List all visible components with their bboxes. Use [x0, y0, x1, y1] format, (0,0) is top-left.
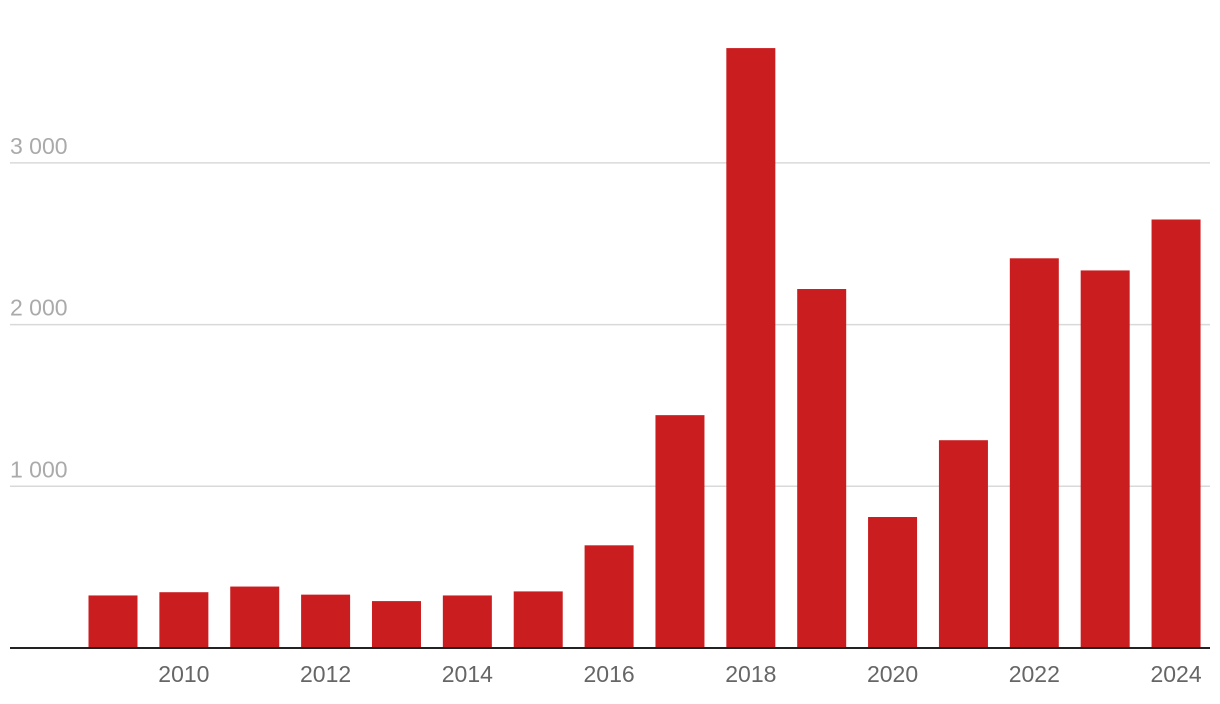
bar-2017 [655, 415, 705, 648]
bar-2020 [868, 517, 918, 648]
x-tick-label: 2022 [1009, 661, 1060, 687]
y-axis-ticks: 1 000 2 000 3 000 [10, 133, 68, 482]
x-tick-label: 2012 [300, 661, 351, 687]
bar-2015 [513, 591, 563, 648]
bar-2010 [159, 592, 209, 648]
bars [88, 48, 1201, 648]
x-axis-ticks: 2010 2012 2014 2016 2018 2020 2022 2024 [158, 661, 1202, 687]
x-tick-label: 2024 [1150, 661, 1201, 687]
bar-2012 [301, 594, 351, 648]
bar-2009 [88, 595, 138, 648]
bar-2014 [442, 595, 492, 648]
x-tick-label: 2010 [158, 661, 209, 687]
bar-2011 [230, 586, 280, 648]
x-tick-label: 2020 [867, 661, 918, 687]
bar-2023 [1080, 270, 1130, 648]
y-tick-label: 2 000 [10, 295, 68, 321]
y-tick-label: 3 000 [10, 133, 68, 159]
y-tick-label: 1 000 [10, 456, 68, 482]
x-tick-label: 2016 [584, 661, 635, 687]
bar-2024 [1151, 219, 1201, 648]
bar-2019 [797, 289, 847, 648]
bar-2013 [371, 601, 421, 648]
bar-2021 [938, 440, 988, 648]
x-tick-label: 2018 [725, 661, 776, 687]
bar-2018 [726, 48, 776, 648]
x-tick-label: 2014 [442, 661, 493, 687]
bar-2016 [584, 545, 634, 648]
bar-2022 [1009, 258, 1059, 648]
